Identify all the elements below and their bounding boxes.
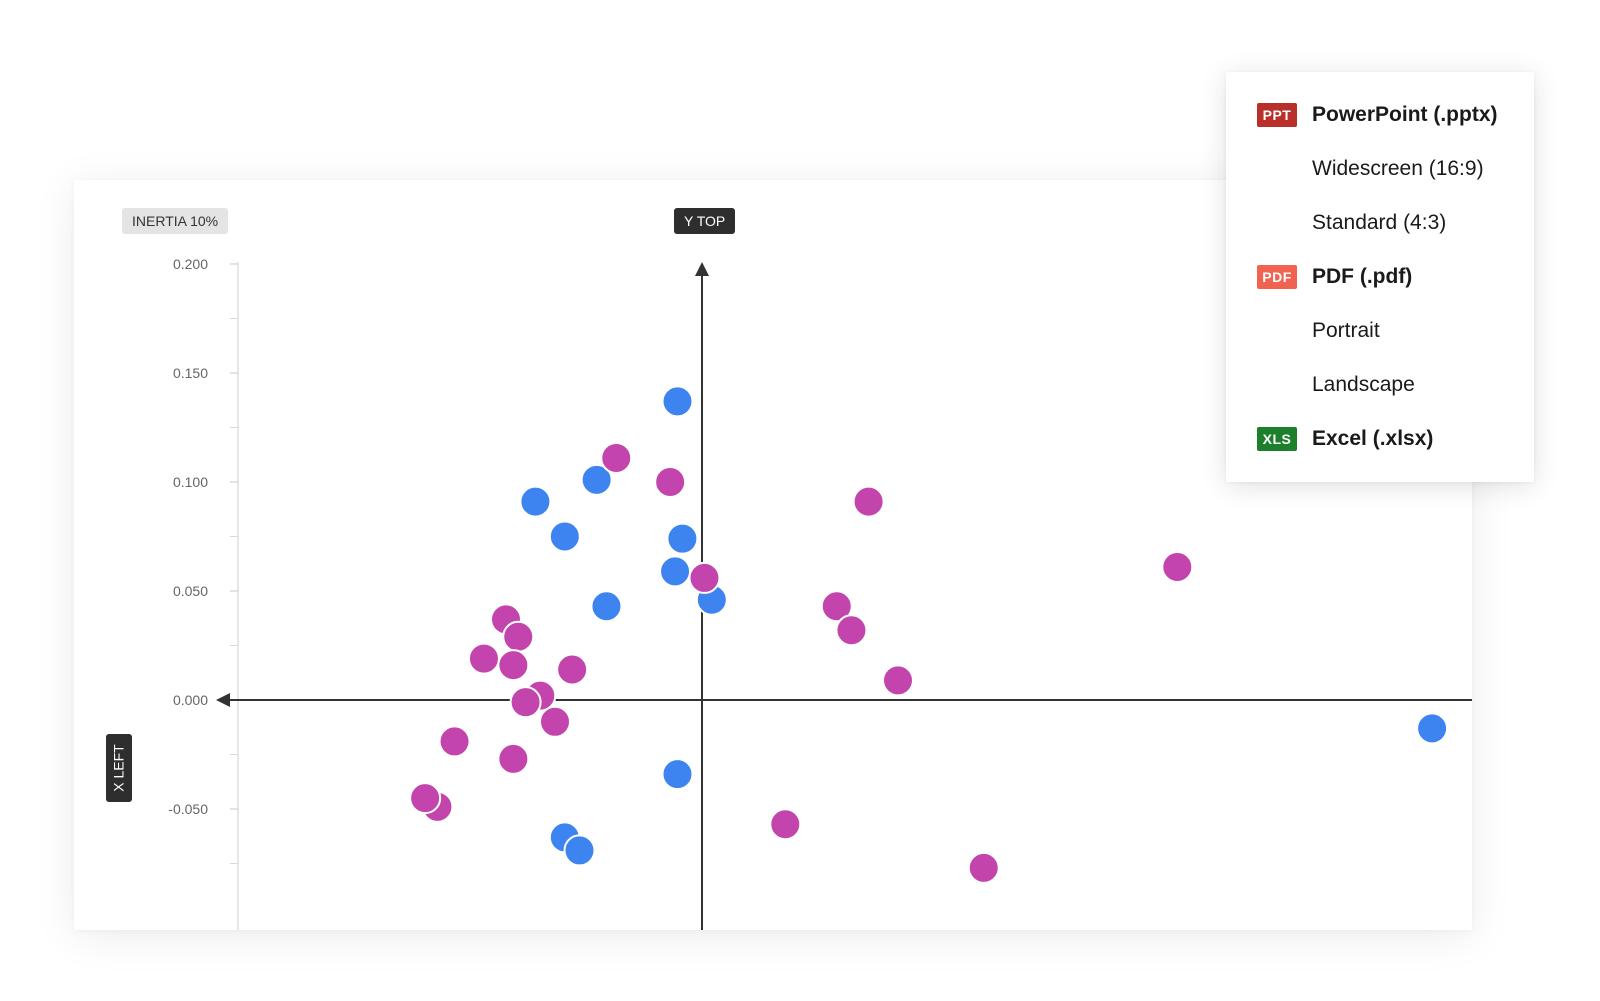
y-tick-label: 0.050 — [173, 583, 208, 599]
data-point-blue — [590, 590, 623, 623]
y-axis-label[interactable]: Y TOP — [674, 208, 736, 234]
menu-item-portrait-label: Portrait — [1312, 319, 1380, 342]
data-point-blue — [548, 520, 581, 553]
menu-item-portrait[interactable]: Portrait — [1226, 311, 1534, 351]
menu-item-xlsx-label: Excel (.xlsx) — [1312, 427, 1434, 450]
x-axis-label[interactable]: X LEFT — [106, 734, 132, 802]
data-point-magenta — [556, 653, 589, 686]
menu-item-widescreen-label: Widescreen (16:9) — [1312, 157, 1484, 180]
menu-item-standard-label: Standard (4:3) — [1312, 211, 1447, 234]
data-point-magenta — [509, 686, 542, 719]
menu-item-pdf[interactable]: PDF PDF (.pdf) — [1226, 257, 1534, 297]
data-point-magenta — [497, 742, 530, 775]
data-point-magenta — [502, 620, 535, 653]
data-point-magenta — [409, 782, 442, 815]
data-point-magenta — [1161, 551, 1194, 584]
data-point-magenta — [600, 442, 633, 475]
xls-icon: XLS — [1257, 427, 1297, 451]
data-point-blue — [666, 522, 699, 555]
data-point-magenta — [688, 561, 721, 594]
menu-item-xlsx[interactable]: XLS Excel (.xlsx) — [1226, 419, 1534, 459]
data-point-blue — [661, 758, 694, 791]
data-point-magenta — [438, 725, 471, 758]
menu-item-landscape[interactable]: Landscape — [1226, 365, 1534, 405]
data-point-magenta — [497, 649, 530, 682]
data-point-magenta — [467, 642, 500, 675]
data-point-blue — [563, 834, 596, 867]
menu-item-pptx[interactable]: PPT PowerPoint (.pptx) — [1226, 95, 1534, 135]
y-tick-label: 0.000 — [173, 692, 208, 708]
data-point-blue — [519, 485, 552, 518]
data-point-magenta — [820, 590, 853, 623]
ppt-icon: PPT — [1257, 103, 1297, 127]
menu-item-landscape-label: Landscape — [1312, 373, 1415, 396]
menu-item-pptx-label: PowerPoint (.pptx) — [1312, 103, 1498, 126]
pdf-icon: PDF — [1257, 265, 1297, 289]
y-tick-label: 0.150 — [173, 365, 208, 381]
x-axis-label-text: X LEFT — [111, 744, 127, 792]
data-point-magenta — [967, 851, 1000, 884]
data-point-magenta — [654, 466, 687, 498]
y-axis-arrow — [695, 262, 709, 276]
y-tick-label: 0.200 — [173, 256, 208, 272]
inertia-badge: INERTIA 10% — [122, 208, 229, 234]
menu-item-widescreen[interactable]: Widescreen (16:9) — [1226, 149, 1534, 189]
data-point-magenta — [539, 705, 571, 738]
data-point-blue — [1416, 712, 1449, 745]
data-point-blue — [661, 385, 694, 418]
data-point-magenta — [882, 664, 914, 697]
x-axis-arrow — [216, 693, 230, 707]
export-menu: PPT PowerPoint (.pptx) Widescreen (16:9)… — [1226, 72, 1534, 482]
data-point-blue — [659, 555, 692, 588]
y-tick-label: 0.100 — [173, 474, 208, 490]
menu-item-pdf-label: PDF (.pdf) — [1312, 265, 1413, 288]
data-point-magenta — [769, 808, 802, 841]
menu-item-standard[interactable]: Standard (4:3) — [1226, 203, 1534, 243]
y-tick-label: -0.050 — [168, 801, 208, 817]
data-point-magenta — [835, 614, 868, 647]
scatter-chart: 0.200 0.150 0.100 0.050 0.000 -0.050 — [168, 256, 1472, 930]
data-point-blue — [580, 463, 613, 496]
data-point-magenta — [852, 485, 885, 518]
